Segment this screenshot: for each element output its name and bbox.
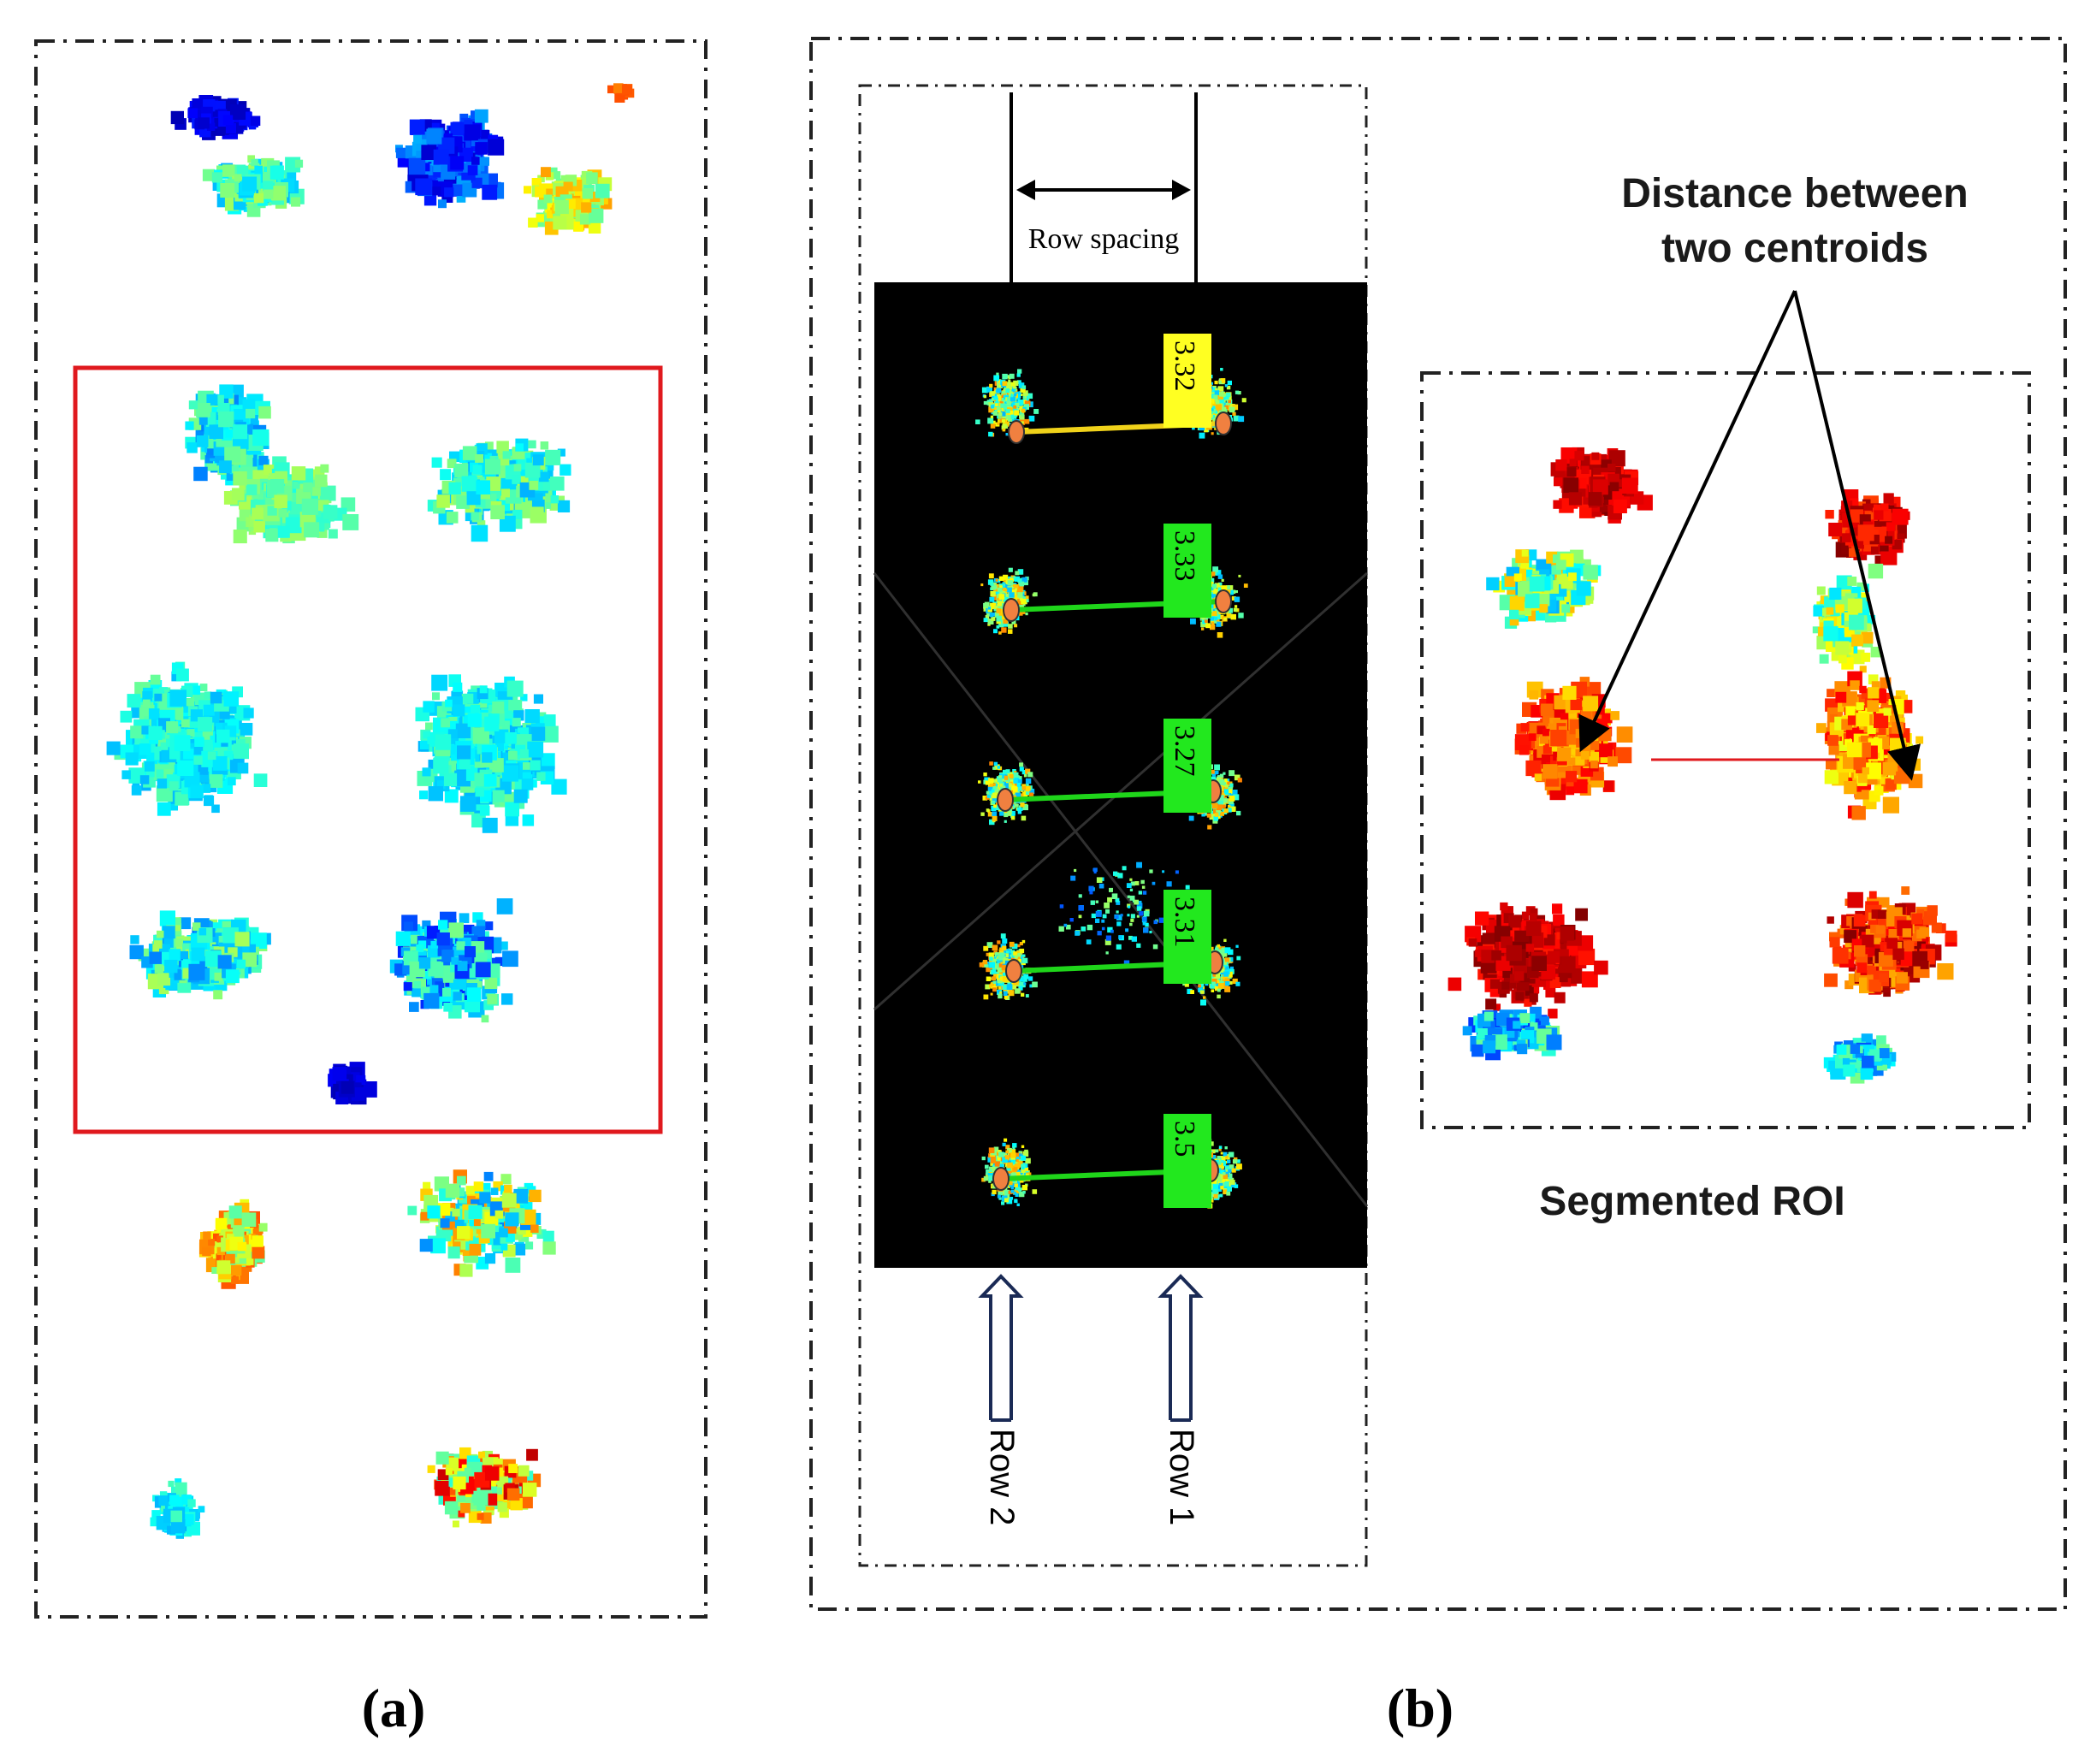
segmented-roi-label: Segmented ROI bbox=[1539, 1179, 1844, 1224]
panel-b: Row spacing 3.32 3.33 3.27 3.31 3.5 Row 2 Ro… bbox=[809, 37, 2067, 1611]
field-diagonal-1 bbox=[873, 572, 1369, 1207]
distance-value: 3.31 bbox=[1169, 897, 1200, 948]
roi-box bbox=[73, 365, 663, 1134]
row2-label: Row 2 bbox=[983, 1429, 1021, 1525]
distance-tag bbox=[1163, 719, 1211, 813]
pointer-arrow-right bbox=[1793, 290, 1921, 781]
row1-label-group: Row 1 bbox=[1158, 1274, 1204, 1525]
centroid-marker bbox=[1215, 411, 1232, 435]
distance-value: 3.32 bbox=[1169, 340, 1200, 392]
distance-tag bbox=[1163, 524, 1211, 618]
panel-a-point-cloud bbox=[106, 83, 635, 1539]
panel-a-frame bbox=[34, 39, 708, 1619]
pointer-arrow-left bbox=[1578, 290, 1797, 753]
field-diagonal-2 bbox=[873, 571, 1368, 1011]
row2-hollow-arrow bbox=[978, 1274, 1024, 1356]
distance-label-line2: two centroids bbox=[1661, 226, 1928, 271]
segmented-roi-frame bbox=[1420, 371, 2031, 1129]
distance-tag bbox=[1163, 1114, 1211, 1208]
panel-a bbox=[34, 39, 708, 1619]
row-spacing-label: Row spacing bbox=[1028, 223, 1180, 255]
centroid-marker bbox=[1003, 598, 1020, 622]
centroid-measurements: 3.32 3.33 3.27 3.31 3.5 bbox=[992, 334, 1232, 1208]
centroid-marker bbox=[1008, 420, 1025, 444]
distance-tag bbox=[1163, 890, 1211, 984]
row2-label-group: Row 2 bbox=[978, 1274, 1024, 1525]
field-image bbox=[874, 282, 1367, 1268]
distance-value: 3.27 bbox=[1169, 725, 1200, 777]
distance-value: 3.33 bbox=[1169, 530, 1200, 582]
centroid-marker bbox=[997, 788, 1014, 812]
distance-value: 3.5 bbox=[1169, 1121, 1200, 1157]
segmented-roi-point-cloud bbox=[1448, 447, 1957, 1084]
distance-label-line1: Distance between bbox=[1621, 171, 1968, 216]
panel-a-caption: (a) bbox=[362, 1678, 426, 1738]
centroid-marker bbox=[1215, 589, 1232, 613]
row-spacing-arrow bbox=[1016, 180, 1191, 200]
distance-tag bbox=[1163, 334, 1211, 428]
centroid-marker bbox=[1005, 959, 1022, 983]
panel-b-frame bbox=[809, 37, 2067, 1611]
row1-hollow-arrow bbox=[1158, 1274, 1204, 1356]
row1-label: Row 1 bbox=[1163, 1429, 1200, 1525]
centroid-marker bbox=[992, 1167, 1010, 1191]
panel-b-caption: (b) bbox=[1387, 1678, 1454, 1738]
